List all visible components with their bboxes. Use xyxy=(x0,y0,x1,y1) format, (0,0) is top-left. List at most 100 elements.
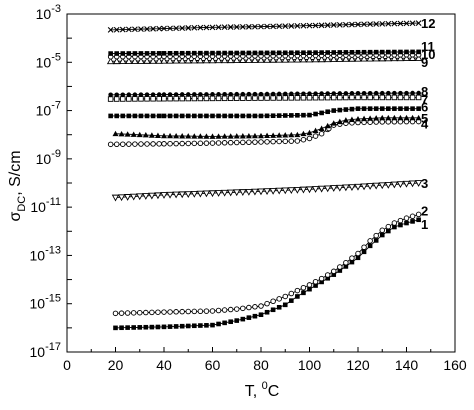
data-point xyxy=(282,138,289,145)
data-point xyxy=(228,319,233,325)
data-point xyxy=(166,191,174,199)
data-point xyxy=(373,106,379,111)
data-point xyxy=(386,90,391,96)
data-point xyxy=(202,56,211,64)
data-point xyxy=(132,141,138,147)
data-point xyxy=(299,186,308,194)
data-point xyxy=(404,49,409,55)
data-point xyxy=(204,323,209,328)
data-point xyxy=(307,50,312,55)
data-point xyxy=(366,183,374,190)
data-point xyxy=(161,95,167,102)
data-point xyxy=(391,220,398,226)
data-point xyxy=(324,122,331,129)
data-point xyxy=(233,306,240,312)
data-point xyxy=(192,323,197,329)
data-point xyxy=(330,120,337,126)
data-point xyxy=(179,323,185,329)
data-point xyxy=(173,95,179,102)
data-point xyxy=(258,91,264,97)
data-point xyxy=(179,133,186,139)
data-point xyxy=(173,50,179,56)
data-point xyxy=(392,224,397,230)
data-point xyxy=(252,304,258,310)
data-point xyxy=(301,50,306,56)
data-point xyxy=(119,325,124,331)
data-point xyxy=(215,95,222,102)
data-point xyxy=(384,182,393,189)
data-point xyxy=(173,25,180,32)
data-point xyxy=(289,113,294,118)
data-point xyxy=(150,113,156,119)
data-point xyxy=(111,194,120,202)
data-point xyxy=(245,132,252,139)
x-tick-label: 60 xyxy=(205,357,221,373)
data-point xyxy=(379,227,386,234)
data-point xyxy=(136,309,143,316)
data-point xyxy=(325,275,330,281)
series-label: 3 xyxy=(421,176,428,191)
data-point xyxy=(318,22,325,29)
data-point xyxy=(215,140,222,146)
data-point xyxy=(208,56,217,64)
data-point xyxy=(392,90,397,96)
data-point xyxy=(263,55,271,63)
data-point xyxy=(192,50,197,56)
data-point xyxy=(161,51,167,56)
data-point xyxy=(317,185,326,193)
data-point xyxy=(373,238,379,243)
data-point xyxy=(154,192,162,200)
data-point xyxy=(276,23,283,30)
data-point xyxy=(319,279,324,285)
data-point xyxy=(185,113,191,119)
data-point xyxy=(112,57,121,65)
data-point xyxy=(246,315,252,320)
data-point xyxy=(337,50,343,55)
data-point xyxy=(367,49,373,55)
data-point xyxy=(415,114,422,121)
data-point xyxy=(154,132,161,138)
y-tick-label: 10-17 xyxy=(30,341,61,360)
data-point xyxy=(276,50,282,56)
series-4 xyxy=(107,118,422,148)
data-point xyxy=(192,92,197,97)
data-point xyxy=(397,94,404,101)
data-point xyxy=(197,95,204,102)
series-line xyxy=(115,213,419,314)
data-point xyxy=(323,55,332,63)
data-point xyxy=(198,323,203,328)
data-point xyxy=(149,324,155,330)
data-point xyxy=(378,182,387,190)
data-point xyxy=(355,115,361,122)
series-3 xyxy=(111,180,423,202)
data-point xyxy=(252,313,258,319)
data-point xyxy=(295,91,300,97)
data-point xyxy=(355,106,361,111)
data-point xyxy=(336,184,344,192)
data-point xyxy=(349,91,355,96)
data-point xyxy=(324,94,331,101)
data-point xyxy=(398,222,403,228)
data-point xyxy=(227,133,234,139)
data-point xyxy=(221,307,228,313)
data-point xyxy=(379,90,385,96)
data-point xyxy=(282,50,288,56)
series-line xyxy=(110,108,419,117)
data-point xyxy=(282,91,288,97)
data-point xyxy=(234,318,240,323)
data-point xyxy=(114,92,120,98)
data-point xyxy=(386,228,391,234)
data-point xyxy=(155,56,163,64)
data-point xyxy=(161,132,167,139)
data-point xyxy=(409,213,416,220)
series-8 xyxy=(108,90,421,98)
data-point xyxy=(349,94,355,101)
data-point xyxy=(107,26,114,33)
data-point xyxy=(264,132,271,139)
data-point xyxy=(367,115,374,121)
data-point xyxy=(203,95,210,102)
data-point xyxy=(264,300,270,307)
data-point xyxy=(379,119,386,125)
data-point xyxy=(161,25,167,32)
data-point xyxy=(361,106,367,111)
